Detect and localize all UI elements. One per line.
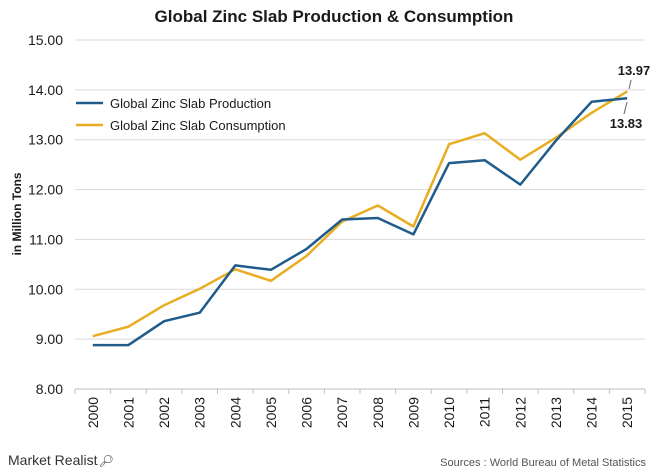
chart-title: Global Zinc Slab Production & Consumptio… (155, 7, 514, 26)
series-line-production (92, 97, 628, 347)
annotation-leader-production (623, 101, 628, 115)
source-note: Sources : World Bureau of Metal Statisti… (440, 457, 646, 469)
annotation-leader-consumption (628, 79, 632, 90)
annotation-production-2015: 13.83 (610, 116, 643, 131)
x-tick-label: 2014 (584, 397, 600, 428)
x-tick-label: 2000 (85, 397, 101, 428)
y-tick-label: 13.00 (28, 132, 63, 148)
y-tick-label: 9.00 (36, 331, 63, 347)
x-axis: 2000 2001 2002 2003 2004 2005 2006 2007 2008 2009… (74, 388, 646, 428)
y-tick-label: 8.00 (36, 381, 63, 397)
x-tick-label: 2002 (156, 397, 172, 428)
x-tick-label: 2009 (405, 397, 421, 428)
x-tick-label: 2006 (299, 397, 315, 428)
x-tick-label: 2012 (512, 397, 528, 428)
y-tick-label: 15.00 (28, 32, 63, 48)
legend: Global Zinc Slab Production Global Zinc … (76, 96, 286, 133)
annotation-consumption-2015: 13.97 (618, 63, 651, 78)
x-tick-label: 2013 (548, 397, 564, 428)
x-tick-label: 2004 (227, 397, 243, 428)
legend-label-consumption: Global Zinc Slab Consumption (110, 118, 286, 133)
legend-label-production: Global Zinc Slab Production (110, 96, 271, 111)
magnifier-icon: 🔎︎ (98, 454, 114, 468)
gridlines (75, 39, 645, 390)
x-tick-label: 2007 (334, 397, 350, 428)
x-tick-label: 2011 (477, 397, 493, 427)
y-tick-label: 14.00 (28, 82, 63, 98)
y-tick-label: 12.00 (28, 182, 63, 198)
brand-name: Market Realist (8, 452, 98, 468)
y-axis: 8.00 9.00 10.00 11.00 12.00 13.00 14.00 15.00 (28, 32, 63, 397)
x-tick-label: 2003 (192, 397, 208, 428)
x-tick-label: 2015 (619, 397, 635, 428)
plot-area (92, 90, 628, 347)
y-axis-label: in Million Tons (10, 172, 24, 255)
x-tick-label: 2008 (370, 397, 386, 428)
x-tick-label: 2010 (441, 397, 457, 428)
x-tick-label: 2001 (120, 397, 136, 428)
series-line-consumption (92, 90, 628, 338)
brand-logo: Market Realist🔎︎ (8, 452, 114, 468)
x-tick-label: 2005 (263, 397, 279, 428)
y-tick-label: 11.00 (29, 231, 63, 247)
y-tick-label: 10.00 (28, 281, 63, 297)
